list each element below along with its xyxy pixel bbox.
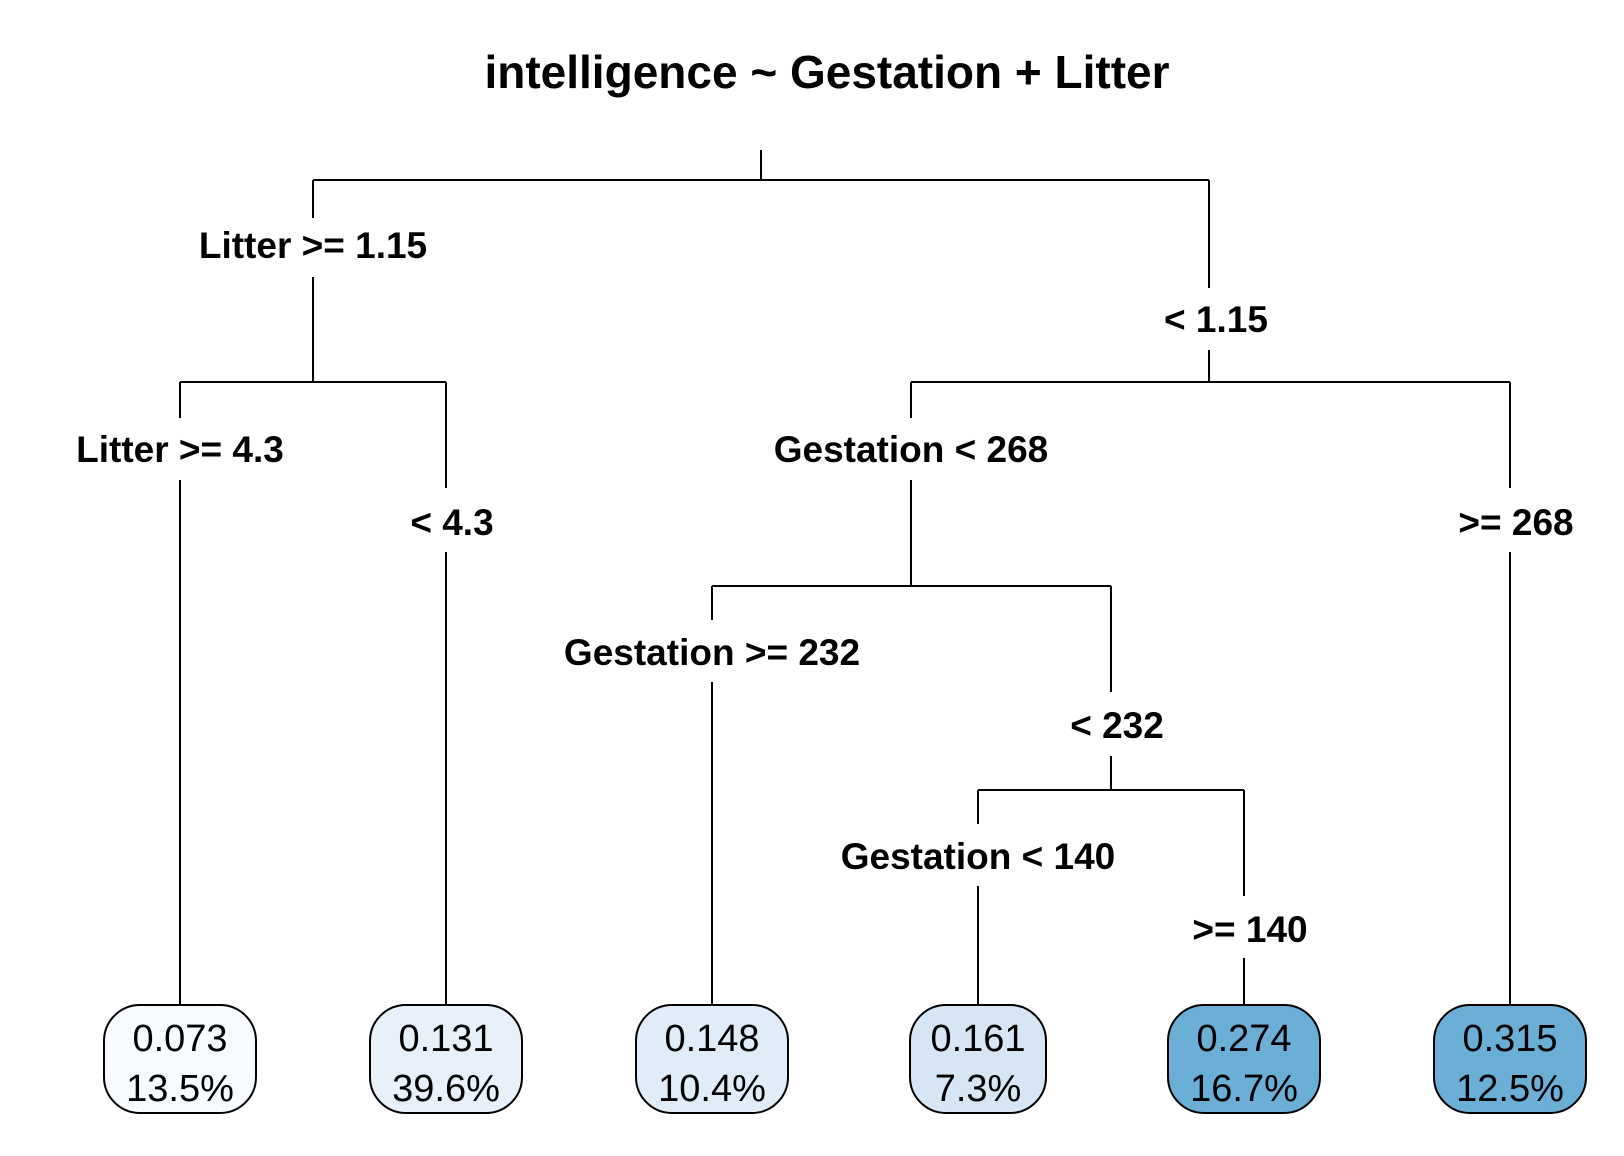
split-label-gestation-ge-140: >= 140 [1192, 909, 1307, 950]
leaf-box-6 [1433, 1004, 1587, 1114]
leaf-box-3 [635, 1004, 789, 1114]
tree-edges [179, 150, 1511, 1005]
leaf-nodes: 0.073 13.5% 0.131 39.6% 0.148 10.4% 0.16… [103, 1004, 1587, 1114]
split-label-gestation-lt-232: < 232 [1070, 705, 1164, 746]
leaf-value-3: 0.148 [664, 1018, 759, 1060]
leaf-value-6: 0.315 [1462, 1018, 1557, 1060]
split-label-litter-lt-4-3: < 4.3 [410, 502, 493, 543]
leaf-value-1: 0.073 [132, 1018, 227, 1060]
leaf-node-1: 0.073 13.5% [103, 1004, 257, 1114]
split-label-gestation-lt-268: Gestation < 268 [774, 429, 1049, 470]
leaf-value-2: 0.131 [398, 1018, 493, 1060]
split-label-gestation-ge-268: >= 268 [1458, 502, 1573, 543]
leaf-percent-2: 39.6% [392, 1068, 500, 1110]
leaf-value-5: 0.274 [1196, 1018, 1291, 1060]
leaf-node-3: 0.148 10.4% [635, 1004, 789, 1114]
leaf-node-5: 0.274 16.7% [1167, 1004, 1321, 1114]
leaf-percent-4: 7.3% [935, 1068, 1022, 1110]
leaf-percent-1: 13.5% [126, 1068, 234, 1110]
split-label-litter-ge-1-15: Litter >= 1.15 [199, 225, 427, 266]
leaf-node-2: 0.131 39.6% [369, 1004, 523, 1114]
split-label-gestation-ge-232: Gestation >= 232 [564, 632, 860, 673]
leaf-value-4: 0.161 [930, 1018, 1025, 1060]
leaf-node-4: 0.161 7.3% [909, 1004, 1047, 1114]
leaf-percent-5: 16.7% [1190, 1068, 1298, 1110]
leaf-node-6: 0.315 12.5% [1433, 1004, 1587, 1114]
split-label-litter-ge-4-3: Litter >= 4.3 [76, 429, 284, 470]
split-labels: Litter >= 1.15 < 1.15 Litter >= 4.3 < 4.… [76, 225, 1573, 950]
leaf-box-2 [369, 1004, 523, 1114]
diagram-title: intelligence ~ Gestation + Litter [484, 46, 1169, 98]
split-label-litter-lt-1-15: < 1.15 [1164, 299, 1268, 340]
leaf-box-5 [1167, 1004, 1321, 1114]
split-label-gestation-lt-140: Gestation < 140 [841, 836, 1116, 877]
leaf-percent-3: 10.4% [658, 1068, 766, 1110]
leaf-percent-6: 12.5% [1456, 1068, 1564, 1110]
leaf-box-4 [909, 1004, 1047, 1114]
leaf-box-1 [103, 1004, 257, 1114]
